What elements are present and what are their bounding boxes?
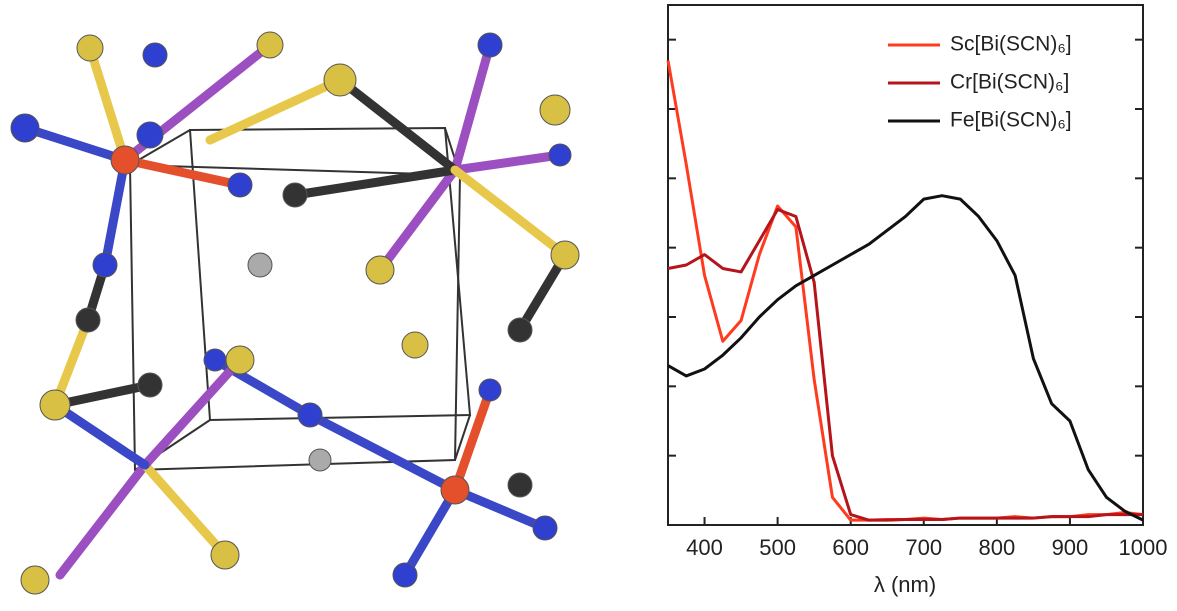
atom	[478, 378, 502, 402]
x-axis-label: λ (nm)	[874, 572, 936, 597]
atom	[247, 252, 273, 278]
atom	[210, 540, 240, 570]
series-line	[667, 194, 1144, 522]
atom	[539, 94, 571, 126]
atom	[392, 562, 418, 588]
atom	[477, 32, 503, 58]
atom	[110, 145, 140, 175]
atom	[203, 348, 227, 372]
plot-frame	[667, 4, 1144, 526]
atom	[308, 448, 332, 472]
atom	[548, 143, 572, 167]
atom	[10, 113, 40, 143]
bond	[290, 165, 460, 200]
atom	[136, 121, 164, 149]
x-tick-label: 800	[978, 535, 1015, 560]
x-tick-label: 700	[905, 535, 942, 560]
atom	[365, 255, 395, 285]
atom	[227, 172, 253, 198]
atom	[282, 182, 308, 208]
atom	[401, 331, 429, 359]
atom	[92, 252, 118, 278]
bond	[305, 410, 460, 495]
atom	[323, 63, 357, 97]
atom	[20, 565, 50, 595]
bond	[450, 40, 495, 175]
x-tick-label: 600	[832, 535, 869, 560]
bond	[515, 250, 570, 335]
atoms	[10, 31, 580, 595]
series-line	[666, 60, 1144, 522]
legend-label: Cr[Bi(SCN)₆]	[950, 71, 1069, 94]
x-tick-label: 900	[1052, 535, 1089, 560]
bond	[100, 155, 130, 270]
crystal-structure	[10, 31, 580, 595]
atom	[225, 345, 255, 375]
atom	[256, 31, 284, 59]
bond	[450, 385, 495, 495]
bond	[55, 460, 150, 580]
atom	[550, 240, 580, 270]
atom	[532, 515, 558, 541]
x-tick-label: 400	[686, 535, 723, 560]
bond	[140, 460, 230, 560]
bond	[85, 43, 130, 165]
atom	[39, 389, 71, 421]
atom	[75, 307, 101, 333]
bond	[140, 355, 245, 470]
atom	[137, 372, 163, 398]
atom	[440, 475, 470, 505]
bond	[400, 485, 460, 580]
bond	[50, 400, 150, 470]
bond	[450, 485, 550, 533]
bond	[20, 123, 130, 165]
atom	[507, 317, 533, 343]
bond	[375, 165, 460, 275]
bond	[450, 150, 565, 175]
legend-label: Fe[Bi(SCN)₆]	[950, 109, 1072, 132]
bonds	[20, 40, 570, 580]
bond	[50, 380, 155, 410]
bond	[205, 75, 345, 145]
x-tick-label: 1000	[1119, 535, 1168, 560]
unit-cell	[454, 414, 471, 461]
atom	[297, 402, 323, 428]
bond	[450, 165, 570, 260]
series-line	[667, 208, 1143, 522]
atom	[507, 472, 533, 498]
atom	[142, 42, 168, 68]
bond	[335, 75, 460, 175]
bond	[120, 155, 245, 190]
atom	[76, 34, 104, 62]
x-tick-label: 500	[759, 535, 796, 560]
legend-label: Sc[Bi(SCN)₆]	[950, 33, 1072, 56]
